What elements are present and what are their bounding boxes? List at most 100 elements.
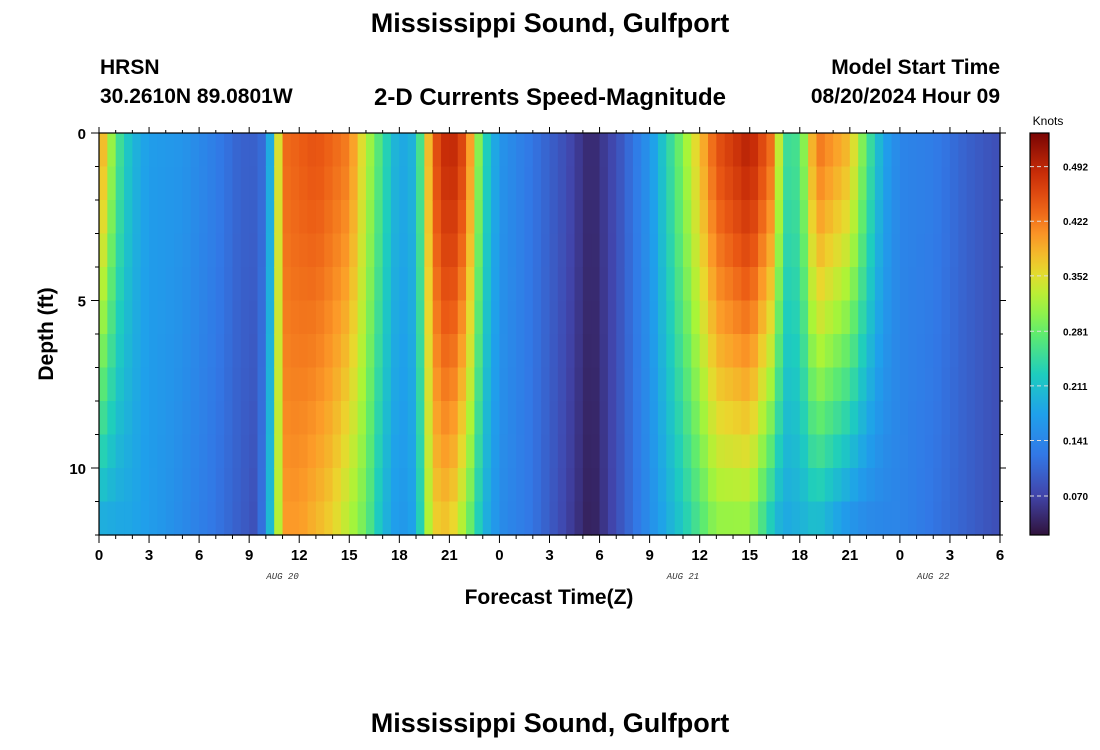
heatmap-cell xyxy=(507,501,517,536)
heatmap-cell xyxy=(541,200,551,235)
heatmap-cell xyxy=(299,233,309,268)
heatmap-cell xyxy=(841,233,851,268)
heatmap-cell xyxy=(716,233,726,268)
heatmap-cell xyxy=(516,200,526,235)
heatmap-cell xyxy=(674,468,684,503)
y-axis-label: Depth (ft) xyxy=(35,287,58,380)
heatmap-cell xyxy=(883,233,893,268)
heatmap-cell xyxy=(449,468,459,503)
heatmap-cell xyxy=(541,300,551,335)
heatmap-cell xyxy=(416,233,425,268)
heatmap-cell xyxy=(124,133,133,168)
heatmap-cell xyxy=(716,501,726,536)
heatmap-cell xyxy=(349,233,359,268)
heatmap-cell xyxy=(374,501,384,536)
heatmap-cell xyxy=(432,233,442,268)
heatmap-cell xyxy=(591,501,601,536)
heatmap-cell xyxy=(140,133,150,168)
heatmap-cell xyxy=(165,434,175,469)
heatmap-cell xyxy=(99,200,108,235)
heatmap-cell xyxy=(824,334,834,369)
heatmap-cell xyxy=(649,200,659,235)
heatmap-cell xyxy=(541,434,551,469)
heatmap-cell xyxy=(724,200,734,235)
heatmap-cell xyxy=(557,501,567,536)
heatmap-cell xyxy=(399,166,409,201)
heatmap-cell xyxy=(682,300,692,335)
heatmap-cell xyxy=(482,401,492,436)
heatmap-cell xyxy=(799,468,809,503)
heatmap-cell xyxy=(624,401,634,436)
heatmap-cell xyxy=(324,401,334,436)
x-axis: 0 3 6 9 12 15 18 21 0 3 6 9 12 15 18 21 0 3 6 AUG 20 AUG 21 A… xyxy=(95,127,1004,582)
heatmap-cell xyxy=(516,133,526,168)
heatmap-cell xyxy=(641,166,651,201)
heatmap-cell xyxy=(140,166,150,201)
heatmap-cell xyxy=(499,367,509,402)
heatmap-cell xyxy=(249,200,259,235)
heatmap-cell xyxy=(224,468,234,503)
heatmap-cell xyxy=(591,166,601,201)
heatmap-cell xyxy=(582,501,592,536)
heatmap-cell xyxy=(340,233,350,268)
heatmap-cell xyxy=(574,133,584,168)
heatmap-cell xyxy=(949,200,959,235)
heatmap-cell xyxy=(324,267,334,302)
heatmap-cell xyxy=(966,300,976,335)
heatmap-cell xyxy=(274,501,284,536)
heatmap-cell xyxy=(441,133,450,168)
heatmap-cell xyxy=(949,367,959,402)
heatmap-cell xyxy=(758,133,767,168)
heatmap-cell xyxy=(924,300,934,335)
heatmap-cell xyxy=(649,334,659,369)
heatmap-cell xyxy=(224,501,234,536)
x-tick-label: 3 xyxy=(545,547,553,564)
heatmap-cell xyxy=(132,267,142,302)
heatmap-cell xyxy=(574,434,584,469)
heatmap-cell xyxy=(532,267,542,302)
heatmap-cell xyxy=(716,367,726,402)
heatmap-cell xyxy=(991,401,1001,436)
heatmap-cell xyxy=(382,233,392,268)
heatmap-cell xyxy=(282,166,292,201)
heatmap-cell xyxy=(691,233,701,268)
heatmap-cell xyxy=(674,166,684,201)
heatmap-cell xyxy=(407,367,417,402)
heatmap-cell xyxy=(916,300,926,335)
heatmap-cell xyxy=(407,233,417,268)
heatmap-cell xyxy=(682,166,692,201)
heatmap-cell xyxy=(340,267,350,302)
heatmap-cell xyxy=(958,401,968,436)
heatmap-cell xyxy=(199,166,209,201)
heatmap-cell xyxy=(599,334,609,369)
heatmap-cell xyxy=(274,267,284,302)
heatmap-cell xyxy=(541,133,551,168)
heatmap-cell xyxy=(257,133,267,168)
heatmap-cell xyxy=(599,434,609,469)
heatmap-cell xyxy=(858,468,868,503)
heatmap-cell xyxy=(357,133,367,168)
heatmap-cell xyxy=(207,133,217,168)
heatmap-cell xyxy=(157,367,167,402)
heatmap-cell xyxy=(949,434,959,469)
heatmap-cell xyxy=(165,501,175,536)
heatmap-cell xyxy=(891,233,901,268)
heatmap-cell xyxy=(199,434,209,469)
heatmap-cell xyxy=(566,501,576,536)
heatmap-cell xyxy=(766,166,776,201)
heatmap-cell xyxy=(916,334,926,369)
heatmap-cell xyxy=(624,233,634,268)
heatmap-cell xyxy=(299,501,309,536)
colorbar-tick-label: 0.422 xyxy=(1063,217,1088,228)
heatmap-cell xyxy=(657,300,667,335)
heatmap-cell xyxy=(107,267,117,302)
heatmap-cell xyxy=(682,334,692,369)
heatmap-cell xyxy=(207,233,217,268)
heatmap-cell xyxy=(924,468,934,503)
heatmap-cell xyxy=(332,334,342,369)
heatmap-cell xyxy=(758,267,767,302)
heatmap-cell xyxy=(616,334,626,369)
heatmap-cell xyxy=(132,434,142,469)
heatmap-cell xyxy=(724,133,734,168)
heatmap-cell xyxy=(290,367,300,402)
